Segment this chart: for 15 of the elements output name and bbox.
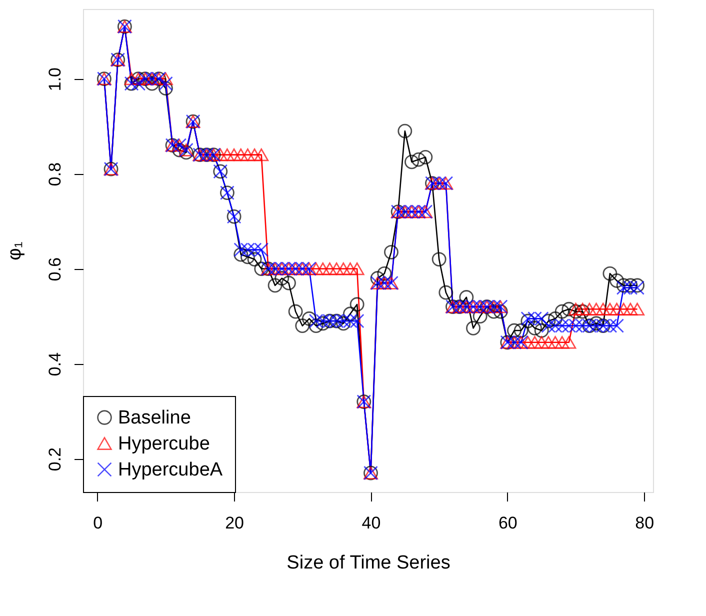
- x-tick-label: 20: [225, 514, 244, 532]
- legend-label: Baseline: [118, 408, 191, 428]
- x-tick-label: 80: [635, 514, 654, 532]
- y-axis-title: φ₁: [4, 242, 26, 260]
- y-tick-label: 0.4: [46, 352, 64, 376]
- x-tick-label: 60: [498, 514, 518, 532]
- x-tick-label: 0: [93, 514, 103, 532]
- y-tick-label: 0.8: [46, 162, 64, 186]
- x-tick-label: 40: [362, 514, 381, 532]
- legend-label: Hypercube: [118, 434, 210, 454]
- y-tick-label: 0.6: [46, 257, 64, 282]
- y-tick-label: 1.0: [46, 67, 64, 92]
- y-tick-label: 0.2: [46, 447, 64, 472]
- legend-label: HypercubeA: [118, 460, 223, 480]
- x-axis-title: Size of Time Series: [286, 552, 450, 574]
